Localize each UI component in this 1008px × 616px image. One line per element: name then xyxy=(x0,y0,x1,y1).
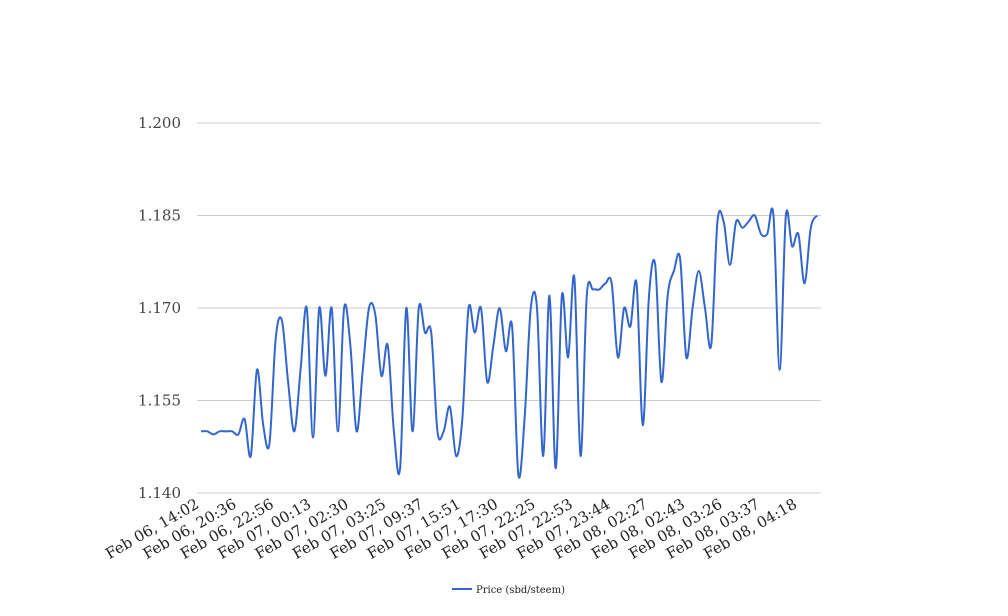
y-axis: 1.140 1.155 1.170 1.185 1.200 xyxy=(138,114,181,502)
legend: Price (sbd/steem) xyxy=(452,585,565,596)
gridlines xyxy=(197,122,821,494)
y-tick-label: 1.170 xyxy=(138,299,181,317)
series-line-price xyxy=(200,207,818,479)
series-layer xyxy=(200,207,818,479)
y-tick-label: 1.185 xyxy=(138,207,181,225)
legend-label: Price (sbd/steem) xyxy=(476,585,565,596)
y-tick-label: 1.155 xyxy=(138,392,181,410)
y-tick-label: 1.200 xyxy=(138,114,181,132)
y-tick-label: 1.140 xyxy=(138,484,181,502)
